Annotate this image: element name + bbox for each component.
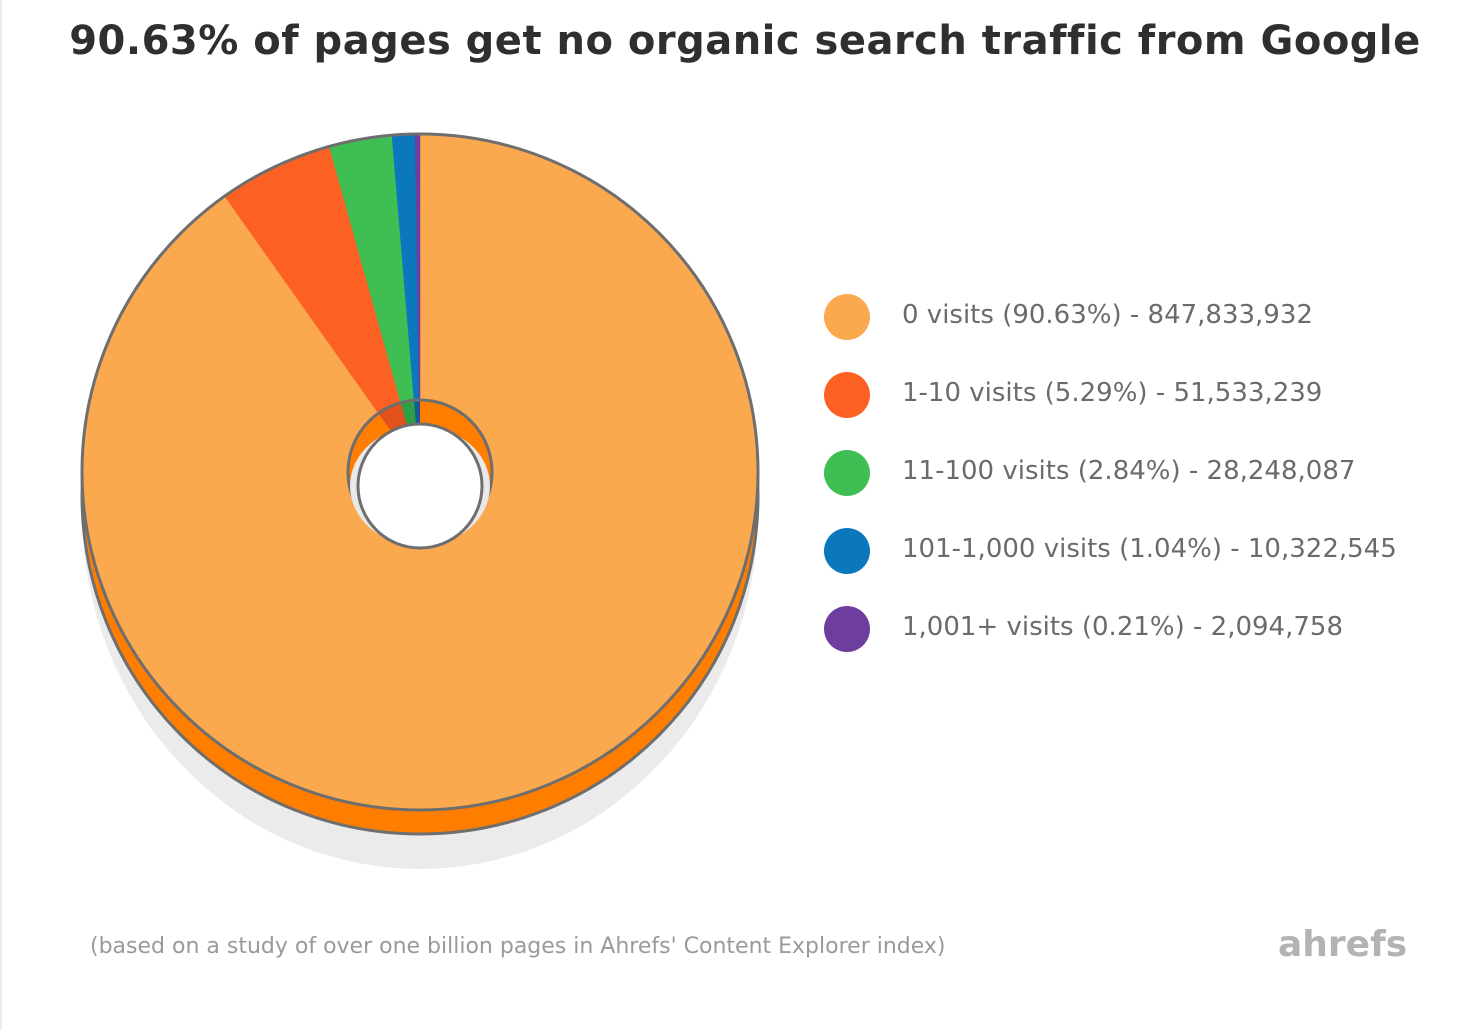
pie-hole <box>356 422 484 550</box>
legend-swatch <box>824 372 870 418</box>
legend-swatch <box>824 294 870 340</box>
legend-swatch <box>824 606 870 652</box>
chart-title: 90.63% of pages get no organic search tr… <box>69 18 1421 64</box>
pie-outline <box>80 132 760 812</box>
ahrefs-logo: ahrefs <box>1278 924 1408 965</box>
legend-label: 101-1,000 visits (1.04%) - 10,322,545 <box>902 534 1397 564</box>
legend-swatch <box>824 450 870 496</box>
legend-label: 11-100 visits (2.84%) - 28,248,087 <box>902 456 1356 486</box>
footnote: (based on a study of over one billion pa… <box>90 934 946 959</box>
legend-label: 1-10 visits (5.29%) - 51,533,239 <box>902 378 1323 408</box>
legend-label: 1,001+ visits (0.21%) - 2,094,758 <box>902 612 1343 642</box>
legend-label: 0 visits (90.63%) - 847,833,932 <box>902 300 1313 330</box>
legend-swatch <box>824 528 870 574</box>
